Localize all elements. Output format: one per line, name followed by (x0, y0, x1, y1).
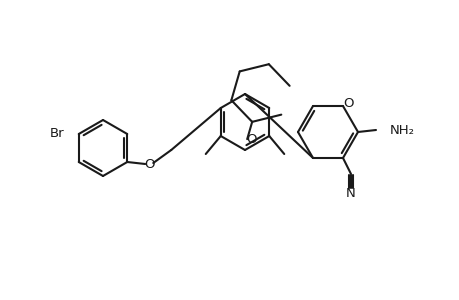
Text: NH₂: NH₂ (389, 124, 414, 136)
Text: O: O (343, 97, 353, 110)
Text: O: O (144, 158, 154, 170)
Text: Br: Br (50, 127, 65, 140)
Text: N: N (345, 188, 355, 200)
Text: O: O (246, 133, 256, 146)
